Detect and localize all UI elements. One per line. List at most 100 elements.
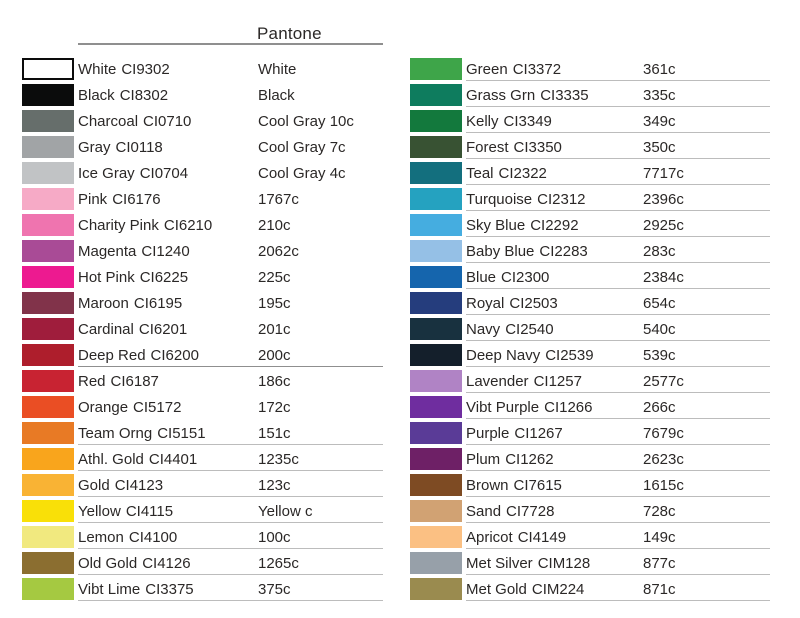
color-row: Sky Blue CI2292 2925c [410,213,770,239]
color-label: Vibt Purple CI1266 [466,399,592,416]
color-name: Royal [466,295,505,313]
color-name: Turquoise [466,191,533,209]
color-ci-code: CI6200 [150,347,199,365]
pantone-value: 7679c [643,425,684,443]
pantone-value: 123c [258,477,291,495]
pantone-value: White [258,61,297,79]
pantone-value: 540c [643,321,676,339]
color-name: Lemon [78,529,124,547]
pantone-value: 100c [258,529,291,547]
color-name: Deep Navy [466,347,541,365]
color-swatch [22,396,74,418]
color-label: Athl. Gold CI4401 [78,451,197,468]
color-label: Met Gold CIM224 [466,581,584,598]
color-label: Purple CI1267 [466,425,563,442]
color-swatch [22,162,74,184]
color-label: Team Orng CI5151 [78,425,206,442]
color-swatch [22,136,74,158]
color-label: Black CI8302 [78,87,168,104]
color-swatch [22,422,74,444]
color-name: Green [466,61,508,79]
color-name: Gray [78,139,111,157]
color-row: Deep Red CI6200 200c [22,343,383,369]
color-ci-code: CI1267 [514,425,563,443]
color-row: Deep Navy CI2539 539c [410,343,770,369]
color-name: Gold [78,477,110,495]
color-label: Orange CI5172 [78,399,181,416]
pantone-value: 201c [258,321,291,339]
color-swatch [410,500,462,522]
color-row: Team Orng CI5151 151c [22,421,383,447]
color-swatch [22,578,74,600]
color-label: White CI9302 [78,61,170,78]
color-ci-code: CI3335 [540,87,589,105]
color-label: Lavender CI1257 [466,373,582,390]
header-divider-line [78,43,383,45]
color-label: Charcoal CI0710 [78,113,191,130]
pantone-value: 1265c [258,555,299,573]
color-label: Plum CI1262 [466,451,554,468]
color-name: Old Gold [78,555,138,573]
color-name: Black [78,87,115,105]
color-label: Brown CI7615 [466,477,562,494]
pantone-value: 1767c [258,191,299,209]
color-name: Sand [466,503,502,521]
pantone-value: 654c [643,295,676,313]
color-row: Teal CI2322 7717c [410,161,770,187]
pantone-value: 539c [643,347,676,365]
color-label: Vibt Lime CI3375 [78,581,194,598]
color-ci-code: CI0710 [143,113,192,131]
color-row: Charcoal CI0710 Cool Gray 10c [22,109,383,135]
color-name: Met Gold [466,581,527,599]
color-swatch [22,370,74,392]
pantone-value: 210c [258,217,291,235]
color-ci-code: CI1262 [505,451,554,469]
color-row: Navy CI2540 540c [410,317,770,343]
color-swatch [22,110,74,132]
color-row: Met Gold CIM224 871c [410,577,770,603]
color-swatch [410,578,462,600]
color-name: Ice Gray [78,165,135,183]
color-label: Kelly CI3349 [466,113,552,130]
color-swatch [410,448,462,470]
color-ci-code: CI2322 [498,165,547,183]
color-label: Hot Pink CI6225 [78,269,188,286]
color-label: Deep Red CI6200 [78,347,199,364]
color-ci-code: CI5172 [133,399,182,417]
color-label: Turquoise CI2312 [466,191,586,208]
pantone-value: 871c [643,581,676,599]
color-ci-code: CI4100 [128,529,178,547]
color-ci-code: CI2540 [505,321,554,339]
pantone-value: 1235c [258,451,299,469]
color-row: Green CI3372 361c [410,57,770,83]
color-name: Cardinal [78,321,134,339]
pantone-value: 2384c [643,269,684,287]
pantone-value: 349c [643,113,676,131]
color-ci-code: CI2292 [530,217,579,235]
color-label: Royal CI2503 [466,295,558,312]
color-row: Vibt Lime CI3375 375c [22,577,383,603]
color-label: Gold CI4123 [78,477,163,494]
color-swatch [410,344,462,366]
color-ci-code: CIM128 [537,555,591,573]
color-name: Vibt Purple [466,399,540,417]
color-ci-code: CI4126 [142,555,191,573]
color-ci-code: CI4401 [148,451,198,469]
pantone-value: 172c [258,399,291,417]
color-swatch [410,370,462,392]
color-row: Purple CI1267 7679c [410,421,770,447]
color-row: Lemon CI4100 100c [22,525,383,551]
pantone-value: 200c [258,347,291,365]
color-swatch [22,344,74,366]
color-swatch [410,474,462,496]
color-row: Met Silver CIM128 877c [410,551,770,577]
color-ci-code: CI5151 [157,425,206,443]
color-name: Sky Blue [466,217,526,235]
color-row: Sand CI7728 728c [410,499,770,525]
pantone-column-header: Pantone [257,24,322,43]
color-label: Met Silver CIM128 [466,555,590,572]
color-label: Pink CI6176 [78,191,161,208]
color-name: Orange [78,399,129,417]
color-label: Blue CI2300 [466,269,549,286]
color-swatch [410,552,462,574]
